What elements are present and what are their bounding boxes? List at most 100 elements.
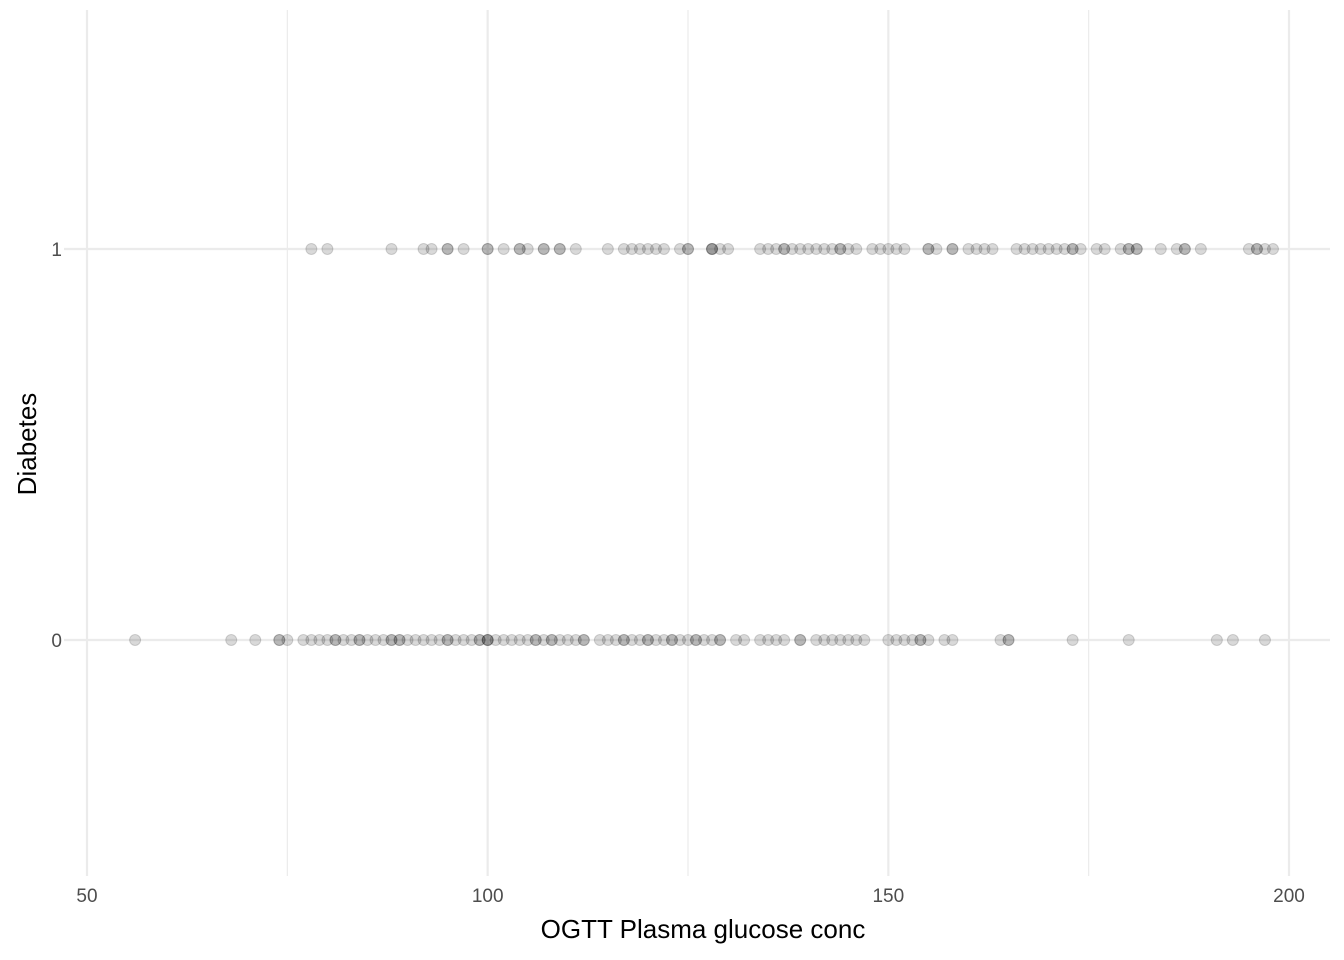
data-point bbox=[305, 634, 318, 646]
x-tick-label: 150 bbox=[872, 886, 904, 907]
data-point bbox=[714, 634, 727, 646]
data-point bbox=[1250, 243, 1263, 255]
data-point bbox=[714, 243, 727, 255]
data-point bbox=[553, 243, 566, 255]
x-tick-label: 50 bbox=[76, 886, 97, 907]
data-point bbox=[1130, 243, 1143, 255]
data-point bbox=[329, 634, 342, 646]
data-point bbox=[826, 634, 839, 646]
data-point bbox=[882, 634, 895, 646]
data-point bbox=[1002, 634, 1015, 646]
data-point bbox=[722, 243, 735, 255]
data-point bbox=[850, 243, 863, 255]
data-point bbox=[529, 634, 542, 646]
data-point bbox=[922, 243, 935, 255]
data-point bbox=[337, 634, 350, 646]
data-point bbox=[313, 634, 326, 646]
data-point bbox=[946, 634, 959, 646]
data-point bbox=[497, 634, 510, 646]
data-point bbox=[898, 243, 911, 255]
data-point bbox=[441, 243, 454, 255]
data-point bbox=[385, 634, 398, 646]
data-point bbox=[609, 634, 622, 646]
data-point bbox=[545, 634, 558, 646]
data-point bbox=[986, 243, 999, 255]
data-point bbox=[834, 243, 847, 255]
data-point bbox=[890, 243, 903, 255]
x-tick-label: 200 bbox=[1273, 886, 1305, 907]
data-point bbox=[297, 634, 310, 646]
data-point bbox=[994, 634, 1007, 646]
major-gridlines bbox=[64, 10, 1330, 876]
data-point bbox=[601, 634, 614, 646]
data-point bbox=[393, 634, 406, 646]
data-point bbox=[778, 634, 791, 646]
data-point bbox=[425, 243, 438, 255]
data-point bbox=[657, 243, 670, 255]
data-point bbox=[305, 243, 318, 255]
data-point bbox=[537, 243, 550, 255]
data-point bbox=[1066, 634, 1079, 646]
data-point bbox=[1178, 243, 1191, 255]
data-point bbox=[866, 243, 879, 255]
data-point bbox=[665, 634, 678, 646]
data-point bbox=[706, 243, 719, 255]
data-point bbox=[802, 243, 815, 255]
data-point bbox=[625, 634, 638, 646]
data-point bbox=[914, 634, 927, 646]
data-point bbox=[1066, 243, 1079, 255]
data-point bbox=[417, 243, 430, 255]
data-point bbox=[449, 634, 462, 646]
data-point bbox=[842, 634, 855, 646]
data-point bbox=[409, 634, 422, 646]
data-point bbox=[481, 243, 494, 255]
data-point bbox=[914, 634, 927, 646]
data-point bbox=[617, 634, 630, 646]
data-point bbox=[1074, 243, 1087, 255]
data-point bbox=[353, 634, 366, 646]
data-point bbox=[842, 243, 855, 255]
data-point bbox=[714, 634, 727, 646]
data-point bbox=[521, 634, 534, 646]
data-point bbox=[946, 243, 959, 255]
data-point bbox=[641, 634, 654, 646]
data-point bbox=[706, 634, 719, 646]
data-point bbox=[1042, 243, 1055, 255]
data-point bbox=[377, 634, 390, 646]
data-point bbox=[938, 634, 951, 646]
data-points bbox=[129, 243, 1279, 646]
data-point bbox=[465, 634, 478, 646]
data-point bbox=[818, 243, 831, 255]
data-point bbox=[417, 634, 430, 646]
x-axis-title: OGTT Plasma glucose conc bbox=[541, 914, 866, 944]
data-point bbox=[946, 243, 959, 255]
data-point bbox=[706, 243, 719, 255]
data-point bbox=[850, 634, 863, 646]
data-point bbox=[369, 634, 382, 646]
data-point bbox=[513, 243, 526, 255]
data-point bbox=[1010, 243, 1023, 255]
data-point bbox=[1178, 243, 1191, 255]
data-point bbox=[1002, 634, 1015, 646]
data-point bbox=[225, 634, 238, 646]
data-point bbox=[441, 243, 454, 255]
data-point bbox=[361, 634, 374, 646]
data-point bbox=[1098, 243, 1111, 255]
data-point bbox=[922, 634, 935, 646]
data-point bbox=[441, 634, 454, 646]
data-point bbox=[738, 634, 751, 646]
data-point bbox=[321, 243, 334, 255]
data-point bbox=[970, 243, 983, 255]
data-point bbox=[1242, 243, 1255, 255]
data-point bbox=[545, 634, 558, 646]
data-point bbox=[649, 634, 662, 646]
data-point bbox=[1090, 243, 1103, 255]
data-point bbox=[329, 634, 342, 646]
data-point bbox=[649, 243, 662, 255]
data-point bbox=[682, 634, 694, 646]
data-point bbox=[481, 243, 494, 255]
data-point bbox=[489, 634, 502, 646]
data-point bbox=[890, 634, 903, 646]
data-point bbox=[1050, 243, 1063, 255]
